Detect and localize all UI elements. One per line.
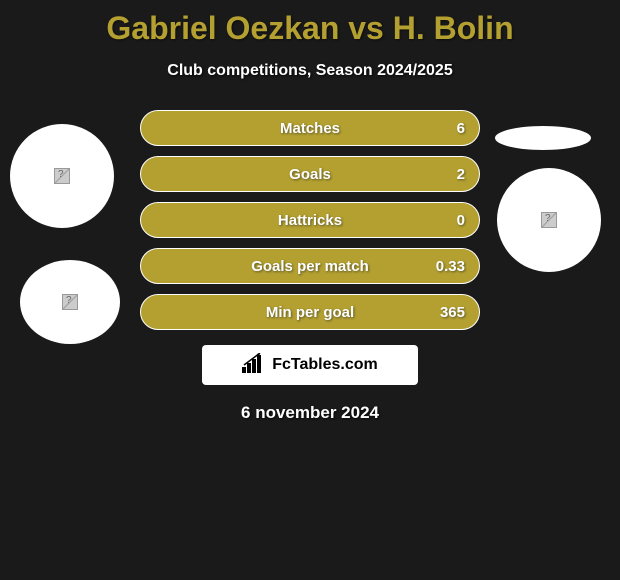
stat-label: Min per goal — [266, 304, 354, 321]
stat-value: 6 — [457, 120, 465, 137]
date-text: 6 november 2024 — [0, 403, 620, 423]
player-avatar-right-1 — [495, 126, 591, 150]
player-avatar-left-1 — [10, 124, 114, 228]
logo-box: FcTables.com — [202, 345, 418, 385]
stat-row-goals-per-match: Goals per match 0.33 — [140, 248, 480, 284]
logo-text: FcTables.com — [272, 356, 378, 374]
page-title: Gabriel Oezkan vs H. Bolin — [0, 0, 620, 47]
subtitle: Club competitions, Season 2024/2025 — [0, 62, 620, 80]
chart-icon — [242, 353, 266, 378]
stat-value: 2 — [457, 166, 465, 183]
stat-value: 0.33 — [436, 258, 465, 275]
stat-label: Goals — [289, 166, 331, 183]
stat-row-matches: Matches 6 — [140, 110, 480, 146]
stat-value: 0 — [457, 212, 465, 229]
stat-label: Goals per match — [251, 258, 369, 275]
player-avatar-right-2 — [497, 168, 601, 272]
stat-row-hattricks: Hattricks 0 — [140, 202, 480, 238]
stat-label: Matches — [280, 120, 340, 137]
stat-row-min-per-goal: Min per goal 365 — [140, 294, 480, 330]
player-avatar-left-2 — [20, 260, 120, 344]
broken-image-icon — [54, 168, 70, 184]
stat-value: 365 — [440, 304, 465, 321]
stats-container: Matches 6 Goals 2 Hattricks 0 Goals per … — [140, 110, 480, 330]
broken-image-icon — [541, 212, 557, 228]
stat-row-goals: Goals 2 — [140, 156, 480, 192]
stat-label: Hattricks — [278, 212, 342, 229]
broken-image-icon — [62, 294, 78, 310]
